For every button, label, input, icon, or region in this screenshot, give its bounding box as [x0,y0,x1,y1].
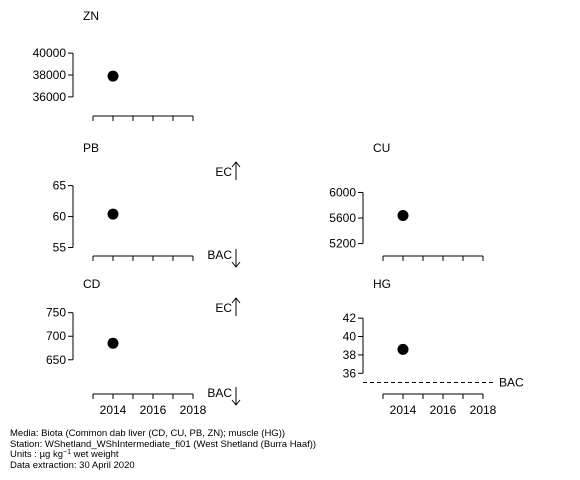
footer-media: Media: Biota (Common dab liver (CD, CU, … [10,428,286,439]
y-tick-label: 6000 [329,185,356,199]
panel-title: CU [373,141,390,155]
y-tick-label: 55 [53,241,67,255]
footer-units-prefix: Units : [10,449,40,461]
panel-title: PB [83,141,99,155]
annotation-arrow-head [231,399,241,406]
annotation-ec: EC [215,165,232,179]
y-tick-label: 36 [343,366,357,380]
x-tick-label: 2018 [470,403,497,417]
y-tick-label: 38000 [33,68,67,82]
footer-units-suffix: wet weight [70,449,119,461]
panel-cu: CU 5200 5600 6000 [329,141,484,261]
y-tick-label: 5600 [329,211,356,225]
footer-units-exp: −1 [63,449,71,457]
y-tick-label: 750 [46,306,66,320]
data-point [107,70,119,82]
panel-title: HG [373,277,391,291]
x-tick-label: 2014 [390,403,417,417]
x-tick-label: 2016 [140,403,167,417]
y-tick-label: 650 [46,353,66,367]
y-tick-label: 5200 [329,237,356,251]
y-tick-label: 36000 [33,90,67,104]
chart-figure: ZN 36000 38000 40000 PB 55 60 65 EC BAC CU 5200 5600… [33,9,524,417]
chart-panels: ZN 36000 38000 40000 PB 55 60 65 EC BAC CU 5200 5600… [33,9,524,417]
annotation-bac: BAC [207,386,232,400]
y-tick-label: 42 [343,311,357,325]
x-tick-label: 2014 [100,403,127,417]
y-tick-label: 700 [46,329,66,343]
y-tick-label: 65 [53,179,67,193]
panel-title: ZN [83,9,99,23]
footer-units-mu: µg kg [39,449,63,461]
panel-cd: CD 650 700 750 2014 2016 2018 EC BAC [46,277,241,417]
chart-footer: Media: Biota (Common dab liver (CD, CU, … [10,428,317,472]
reference-line-label: BAC [499,375,524,389]
panel-pb: PB 55 60 65 EC BAC [53,141,241,268]
y-tick-label: 38 [343,348,357,362]
footer-station: Station: WShetland_WShIntermediate_fi01 … [10,438,317,450]
annotation-arrow-head [231,261,241,268]
annotation-ec: EC [215,301,232,315]
data-point [397,209,409,221]
footer-extraction: Data extraction: 30 April 2020 [10,460,135,472]
annotation-arrow-head [231,297,241,304]
data-point [107,208,119,220]
y-tick-label: 40 [343,330,357,344]
panel-zn: ZN 36000 38000 40000 [33,9,194,121]
data-point [107,337,119,349]
data-point [397,343,409,355]
y-tick-label: 40000 [33,46,67,60]
annotation-arrow-head [231,161,241,168]
footer-units: Units : µg kg−1 wet weight [10,449,316,461]
y-tick-label: 60 [53,210,67,224]
panel-title: CD [83,277,101,291]
x-tick-label: 2016 [430,403,457,417]
annotation-bac: BAC [207,248,232,262]
x-tick-label: 2018 [180,403,207,417]
